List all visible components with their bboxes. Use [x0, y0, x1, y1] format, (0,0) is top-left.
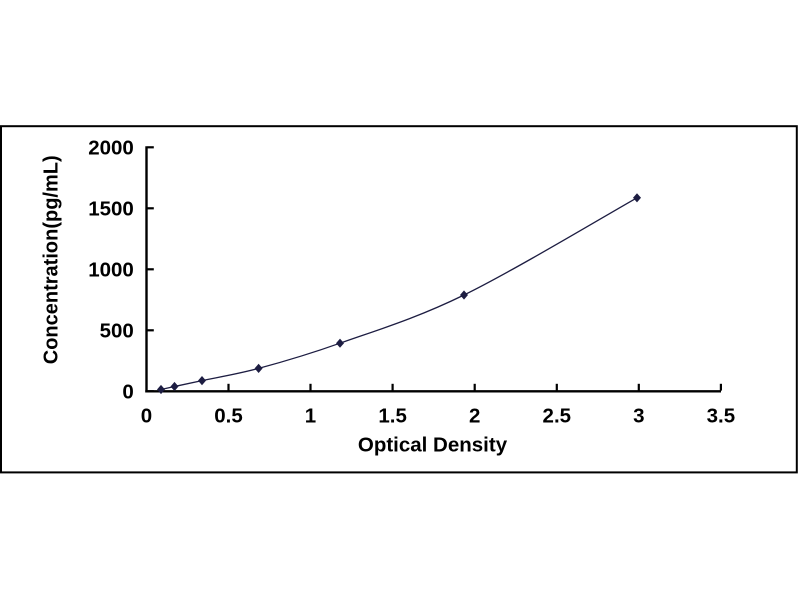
svg-text:Optical Density: Optical Density [358, 434, 508, 457]
svg-text:3.5: 3.5 [707, 405, 736, 428]
svg-text:1.5: 1.5 [378, 405, 407, 428]
svg-text:Concentration(pg/mL): Concentration(pg/mL) [40, 155, 62, 364]
svg-text:2000: 2000 [88, 136, 134, 159]
svg-text:1500: 1500 [88, 197, 134, 220]
svg-text:0: 0 [141, 405, 152, 428]
svg-text:2.5: 2.5 [543, 405, 572, 428]
svg-text:0: 0 [122, 380, 133, 403]
svg-text:2: 2 [469, 405, 480, 428]
svg-text:0.5: 0.5 [214, 405, 243, 428]
svg-text:500: 500 [100, 319, 134, 342]
svg-text:1: 1 [305, 405, 316, 428]
svg-text:3: 3 [633, 405, 644, 428]
svg-text:1000: 1000 [88, 258, 134, 281]
